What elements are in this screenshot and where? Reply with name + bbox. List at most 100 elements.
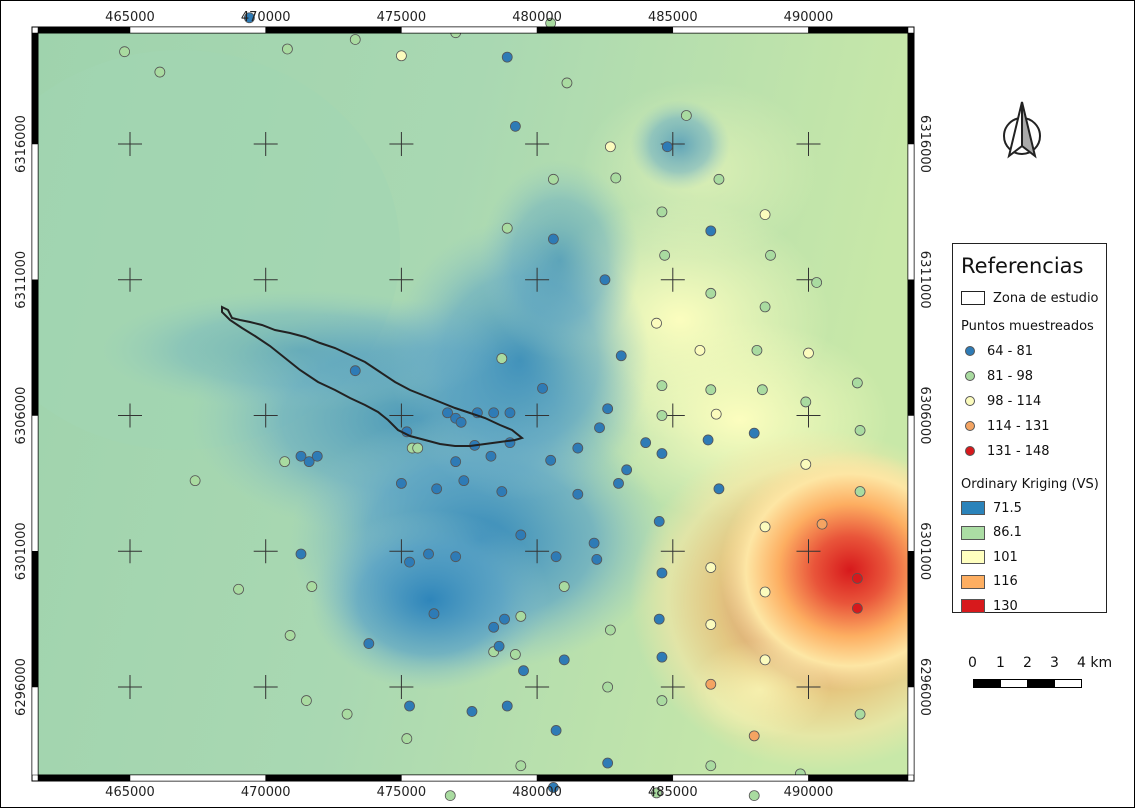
- legend: Referencias Zona de estudio Puntos muest…: [952, 243, 1107, 614]
- sample-point: [547, 782, 559, 793]
- y-tick-label-left: 6316000: [14, 115, 29, 173]
- grid-cross: [253, 132, 278, 156]
- x-tick-label-bottom: 480000: [512, 785, 562, 800]
- sample-point: [811, 277, 823, 288]
- frame-segment: [536, 774, 674, 782]
- scale-label-1: 1: [996, 655, 1005, 671]
- point-class-icon: [965, 396, 975, 406]
- sample-point: [759, 301, 771, 313]
- sample-point: [233, 583, 244, 595]
- legend-title: Referencias: [961, 254, 1084, 278]
- frame-segment: [808, 26, 909, 34]
- legend-point-row: 81 - 98: [961, 367, 1033, 385]
- point-class-icon: [965, 446, 975, 456]
- sample-point: [493, 640, 505, 652]
- grid-cross: [389, 403, 414, 428]
- sample-point: [765, 249, 776, 261]
- frame-segment: [907, 143, 915, 280]
- sample-point: [509, 120, 521, 132]
- frame-segment: [907, 415, 915, 552]
- frame-segment: [907, 686, 915, 776]
- sample-point: [501, 700, 513, 712]
- point-class-icon: [965, 421, 975, 431]
- sample-point: [710, 408, 722, 420]
- grid-cross: [796, 132, 821, 156]
- sample-point: [395, 477, 407, 489]
- grid-cross: [389, 675, 414, 699]
- sample-point: [572, 488, 584, 500]
- x-tick-label-bottom: 475000: [377, 785, 427, 800]
- frame-segment: [907, 279, 915, 416]
- frame-segment: [907, 32, 915, 145]
- sample-point: [651, 787, 662, 799]
- sample-point: [558, 654, 570, 666]
- kriging-surface: [38, 33, 908, 775]
- legend-kriging-label: 71.5: [993, 500, 1022, 516]
- scale-segment: [1027, 679, 1055, 688]
- sample-point: [572, 442, 584, 454]
- frame-segment: [265, 26, 402, 34]
- grid-cross: [660, 267, 685, 292]
- grid-cross: [118, 403, 142, 428]
- sample-point: [656, 410, 668, 421]
- grid-cross: [525, 403, 550, 428]
- kriging-swatch: [961, 550, 985, 564]
- scale-segment: [973, 679, 1001, 688]
- grid-cross: [660, 539, 685, 564]
- sample-point: [550, 725, 562, 736]
- sample-point: [702, 434, 714, 446]
- sample-point: [705, 562, 717, 573]
- sample-point: [547, 173, 559, 185]
- frame-segment: [31, 32, 39, 145]
- sample-point: [401, 733, 413, 744]
- sample-point: [189, 475, 201, 487]
- sample-point: [599, 274, 611, 286]
- legend-kriging-row: 86.1: [961, 524, 1022, 542]
- sample-point: [656, 448, 668, 459]
- scale-label-3: 3: [1050, 655, 1059, 671]
- sample-point: [759, 586, 771, 598]
- kriging-swatch: [961, 574, 985, 589]
- frame-segment: [31, 686, 39, 776]
- x-tick-label-top: 485000: [648, 10, 698, 25]
- legend-point-label: 64 - 81: [987, 343, 1034, 359]
- sample-point: [395, 50, 407, 62]
- x-tick-label-top: 475000: [377, 10, 427, 25]
- sample-point: [282, 43, 293, 55]
- sample-point: [748, 730, 760, 742]
- sample-point: [640, 437, 652, 449]
- legend-point-row: 131 - 148: [961, 442, 1050, 460]
- sample-point: [349, 365, 361, 377]
- frame-segment: [31, 143, 39, 280]
- sample-point: [363, 638, 375, 649]
- sample-point: [680, 110, 692, 121]
- sample-point: [713, 173, 725, 185]
- kriging-swatch: [961, 599, 985, 613]
- grid-cross: [660, 675, 685, 699]
- grid-cross: [118, 539, 142, 564]
- sample-point: [615, 350, 627, 362]
- sample-point: [311, 450, 323, 462]
- sample-point: [602, 681, 614, 693]
- y-tick-label-left: 6306000: [14, 387, 29, 445]
- sample-point: [705, 678, 717, 690]
- sample-point: [602, 403, 614, 415]
- grid-cross: [253, 267, 278, 292]
- legend-point-label: 81 - 98: [987, 368, 1034, 384]
- sample-point: [705, 287, 717, 299]
- x-tick-label-bottom: 485000: [648, 785, 698, 800]
- legend-zone-label: Zona de estudio: [993, 290, 1099, 306]
- sample-point: [800, 396, 812, 408]
- y-tick-label-left: 6301000: [14, 522, 29, 580]
- legend-point-label: 131 - 148: [987, 443, 1050, 459]
- sample-point: [748, 427, 760, 439]
- sample-point: [651, 317, 662, 329]
- sample-point: [851, 377, 863, 389]
- sample-point: [759, 521, 771, 533]
- grid-crosses: [118, 132, 821, 699]
- sample-point: [488, 407, 500, 419]
- zone-swatch: [961, 291, 985, 305]
- sample-point: [656, 651, 668, 663]
- sample-point: [558, 581, 570, 592]
